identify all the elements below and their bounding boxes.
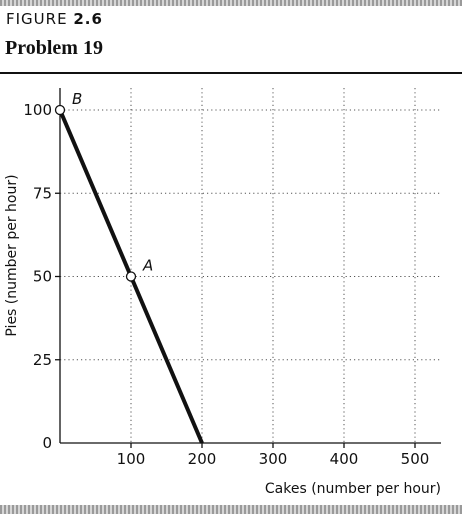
bottom-border-band [0,505,462,514]
figure-number: 2.6 [73,10,103,28]
point-label-A: A [142,257,153,275]
problem-title: Problem 19 [5,37,103,59]
x-tick-label-400: 400 [330,450,359,468]
axes-layer [55,88,441,448]
point-A [125,271,137,282]
figure-label: FIGURE 2.6 [6,10,103,28]
x-tick-label-200: 200 [188,450,217,468]
point-label-B: B [72,90,82,108]
point-B [54,104,66,116]
y-tick-label-50: 50 [33,268,52,286]
y-axis-title: Pies (number per hour) [4,174,20,336]
y-tick-label-25: 25 [33,351,52,369]
y-tick-label-0: 0 [42,434,52,452]
title-divider [0,72,462,74]
points-layer [54,104,137,282]
y-tick-label-75: 75 [33,184,52,202]
x-tick-label-500: 500 [401,450,430,468]
y-tick-label-100: 100 [23,101,52,119]
top-border-band [0,0,462,6]
x-axis-title: Cakes (number per hour) [265,481,441,497]
x-tick-label-100: 100 [117,450,146,468]
grid-layer [60,88,441,443]
figure-word: FIGURE [6,10,68,28]
labels-layer: 0 25 50 75 100 100 200 300 400 500 Cakes (number p… [4,90,441,497]
x-tick-label-300: 300 [259,450,288,468]
